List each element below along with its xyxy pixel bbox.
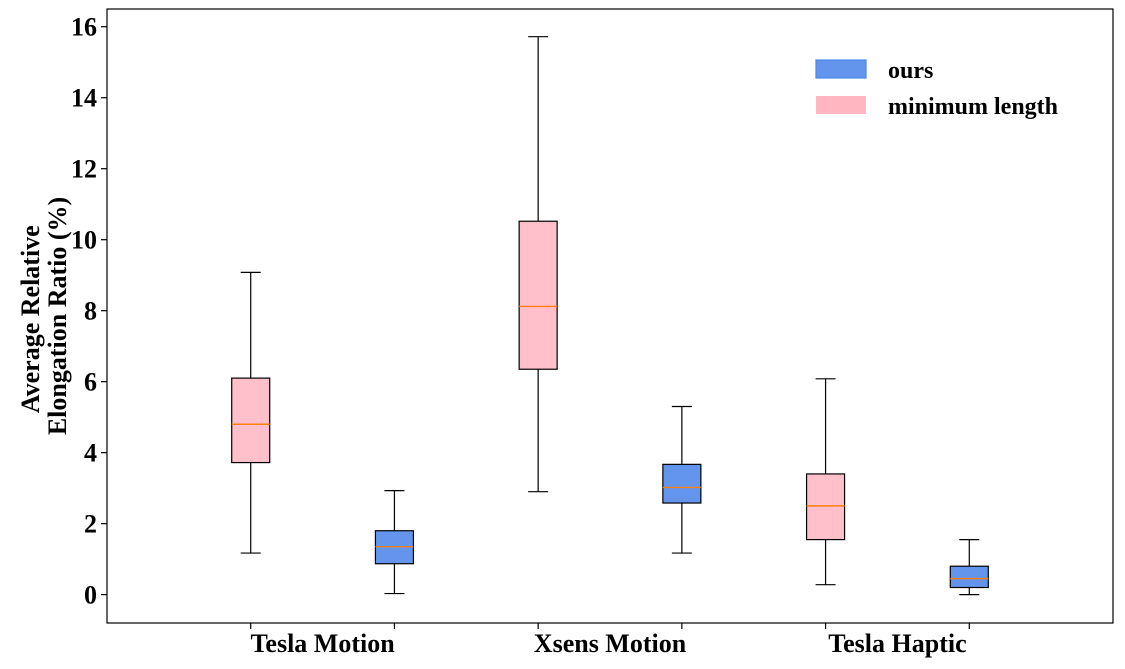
iqr-box	[949, 565, 989, 589]
legend-swatch-ours	[815, 59, 867, 79]
legend-swatch-minimum-length	[816, 96, 866, 114]
x-tick-label: Tesla Motion	[250, 629, 395, 658]
y-tick-label: 8	[84, 297, 97, 326]
box-ours-2	[949, 538, 989, 596]
box-minimum-1	[518, 36, 558, 493]
box-plots	[231, 36, 989, 596]
box-ours-1	[662, 405, 702, 554]
iqr-box	[662, 463, 702, 504]
iqr-box	[518, 220, 558, 370]
y-axis-label-line-1: Average Relative	[16, 225, 45, 413]
y-tick-label: 4	[84, 439, 97, 468]
legend-label-minimum-length: minimum length	[888, 94, 1058, 120]
legend: ours minimum length	[815, 58, 1058, 120]
y-tick-label: 6	[84, 368, 97, 397]
legend-label-ours: ours	[888, 58, 933, 84]
y-tick-label: 14	[71, 84, 97, 113]
x-axis: Tesla Motion Xsens Motion Tesla Haptic	[250, 623, 970, 658]
box-minimum-2	[805, 378, 846, 586]
y-tick-label: 12	[71, 155, 97, 184]
y-axis-label: Average Relative Elongation Ratio (%)	[16, 197, 72, 435]
y-tick-label: 0	[84, 581, 97, 610]
iqr-box	[805, 473, 846, 541]
box-minimum-0	[231, 271, 271, 554]
iqr-box	[231, 377, 271, 464]
box-ours-0	[374, 490, 415, 595]
y-tick-label: 16	[71, 13, 97, 42]
x-tick-label: Xsens Motion	[534, 629, 687, 658]
plot-area	[106, 8, 1114, 624]
y-tick-label: 10	[71, 226, 97, 255]
y-axis: 0 2 4 6 8 10 12 14 16	[71, 13, 107, 610]
y-axis-label-line-2: Elongation Ratio (%)	[43, 197, 72, 435]
x-tick-label: Tesla Haptic	[828, 629, 966, 658]
y-tick-label: 2	[84, 510, 97, 539]
